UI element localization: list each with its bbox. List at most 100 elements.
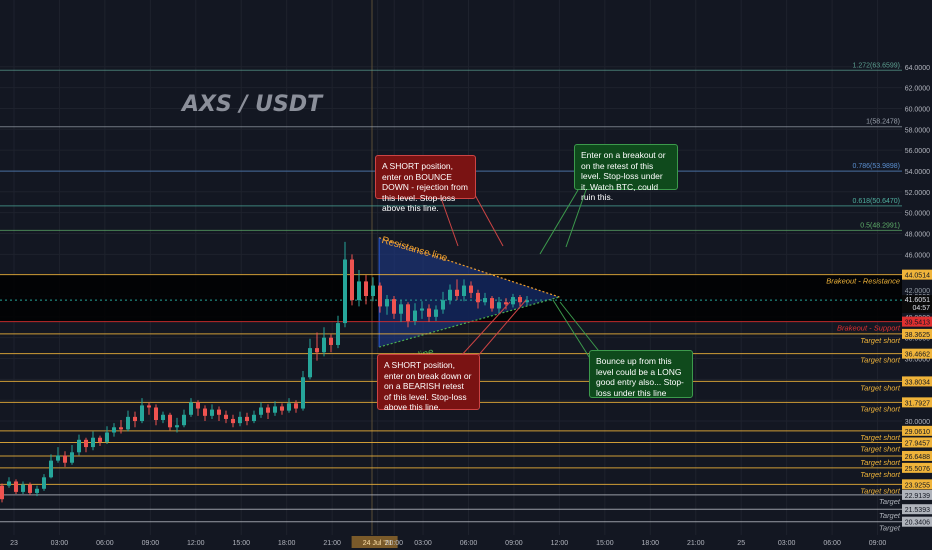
- fib-level-label: 0.786(53.9898): [853, 163, 900, 170]
- price-tick-label: 36.0000: [905, 357, 930, 364]
- level-label: Target short: [860, 356, 901, 365]
- level-price-text: 23.9255: [905, 482, 930, 489]
- level-label: Target short: [860, 486, 901, 495]
- level-price-tag: [902, 376, 932, 387]
- time-tick-label: 24 Jul '21: [363, 540, 393, 547]
- level-price-text: 22.9139: [905, 493, 930, 500]
- candle-body: [448, 289, 452, 301]
- price-axis[interactable]: 30.000032.000034.000036.000038.000040.00…: [902, 0, 932, 550]
- candle-body: [42, 477, 46, 489]
- candle-body: [21, 484, 25, 492]
- level-label: Target: [879, 497, 901, 506]
- time-axis-background: [0, 535, 932, 550]
- time-tick-label: 18:00: [642, 540, 660, 547]
- level-price-text: 38.3625: [905, 332, 930, 339]
- candle-body: [490, 298, 494, 309]
- candle-body: [329, 337, 333, 345]
- candlestick-series: [0, 241, 529, 503]
- candle-body: [476, 292, 480, 303]
- candle-body: [140, 405, 144, 422]
- callout-pointers: [439, 189, 607, 361]
- level-price-text: 25.5076: [905, 466, 930, 473]
- candle-body: [182, 414, 186, 426]
- annotation-short-breakdown: A SHORT position, enter on break down or…: [377, 354, 480, 412]
- level-label: Target short: [860, 336, 901, 345]
- fib-level-label: 0.5(48.2991): [860, 222, 900, 229]
- level-price-text: 33.8034: [905, 379, 930, 386]
- level-price-tag: [902, 504, 932, 515]
- current-price-tag: [902, 295, 932, 314]
- price-tick-label: 42.0000: [905, 288, 930, 295]
- candle-body: [294, 403, 298, 409]
- candle-body: [308, 348, 312, 378]
- price-tick-label: 52.0000: [905, 190, 930, 197]
- countdown-text: 04:57: [912, 305, 930, 312]
- fib-level-label: 1.272(63.6599): [853, 62, 900, 69]
- level-price-tag: [902, 489, 932, 500]
- level-label: Target short: [860, 470, 901, 479]
- candle-body: [413, 310, 417, 322]
- level-price-tag: [902, 450, 932, 461]
- candle-body: [469, 285, 473, 293]
- price-tick-label: 56.0000: [905, 148, 930, 155]
- time-tick-label: 15:00: [596, 540, 614, 547]
- candle-body: [203, 408, 207, 416]
- fib-level-label: 1(58.2478): [866, 119, 900, 126]
- level-label: Target short: [860, 444, 901, 453]
- time-tick-label: 06:00: [823, 540, 841, 547]
- candle-body: [322, 337, 326, 353]
- price-tick-label: 54.0000: [905, 169, 930, 176]
- candle-body: [196, 402, 200, 409]
- candle-body: [371, 285, 375, 296]
- price-tick-label: 46.0000: [905, 252, 930, 259]
- candle-body: [420, 308, 424, 311]
- time-tick-label: 09:00: [505, 540, 523, 547]
- callout-pointer: [552, 299, 592, 361]
- candle-body: [112, 427, 116, 433]
- candle-body: [224, 414, 228, 419]
- chart-title: AXS / USDT: [180, 92, 324, 117]
- price-tick-label: 58.0000: [905, 127, 930, 134]
- candle-body: [518, 297, 522, 303]
- candle-body: [378, 285, 382, 307]
- candle-body: [483, 298, 487, 303]
- candle-body: [252, 414, 256, 422]
- time-tick-label: 18:00: [278, 540, 296, 547]
- callout-pointer: [474, 194, 504, 247]
- callout-pointer: [459, 301, 511, 358]
- candle-body: [0, 485, 4, 500]
- level-label: Target short: [860, 404, 901, 413]
- price-tick-label: 50.0000: [905, 211, 930, 218]
- callout-pointer: [476, 299, 527, 358]
- candle-body: [343, 259, 347, 324]
- time-axis[interactable]: 23 03:00 06:00 09:00 12:00 15:00 18:00 21:00 24 …: [0, 535, 932, 550]
- price-tick-label: 62.0000: [905, 86, 930, 93]
- time-tick-label: 06:00: [96, 540, 114, 547]
- level-price-tag: [902, 348, 932, 359]
- time-tick-label: 21:00: [687, 540, 705, 547]
- candle-body: [357, 281, 361, 301]
- candle-body: [525, 300, 529, 303]
- level-price-tag: [902, 269, 932, 280]
- candle-body: [49, 460, 53, 478]
- annotation-long-bounce: Bounce up from this level could be a LON…: [589, 350, 693, 398]
- level-label: Brakeout - Resistance: [826, 277, 900, 286]
- level-price-tag: [902, 479, 932, 490]
- candle-body: [63, 455, 67, 463]
- time-tick-label: 15:00: [232, 540, 250, 547]
- candle-body: [133, 416, 137, 422]
- time-tick-label: 09:00: [142, 540, 160, 547]
- level-label: Target short: [860, 433, 901, 442]
- candle-body: [84, 439, 88, 448]
- level-price-tag: [902, 437, 932, 448]
- level-price-text: 44.0514: [905, 273, 930, 280]
- candle-body: [259, 407, 263, 415]
- time-tick-label: 23: [10, 540, 18, 547]
- time-tick-label: 06:00: [460, 540, 478, 547]
- time-highlight-tag: [351, 536, 398, 548]
- price-tick-label: 64.0000: [905, 65, 930, 72]
- candle-body: [161, 414, 165, 420]
- chart-grid: [0, 0, 902, 535]
- time-tick-label: 03:00: [778, 540, 796, 547]
